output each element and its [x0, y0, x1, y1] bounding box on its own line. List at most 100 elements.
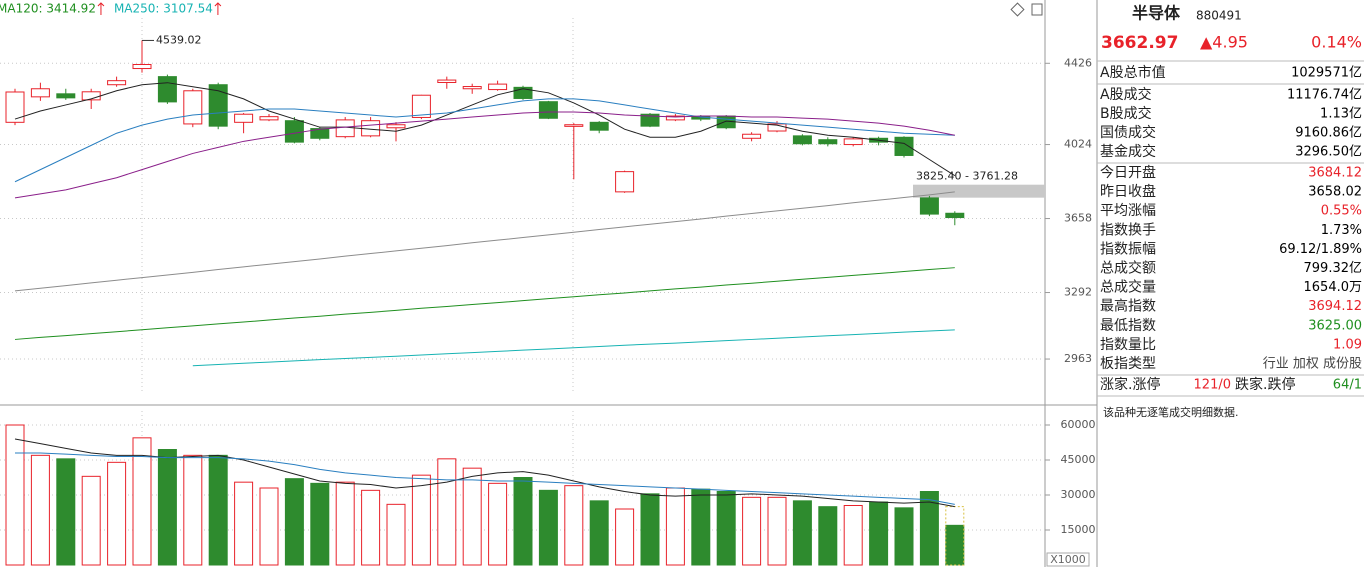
y-tick-label: 3658: [1064, 212, 1092, 225]
note: 该品种无逐笔成交明细数据.: [1103, 405, 1239, 419]
row-label: 平均涨幅: [1100, 203, 1156, 219]
unit-box: [1046, 552, 1090, 567]
y-tick-label: 30000: [1061, 488, 1096, 501]
volume-bar: [30, 454, 50, 566]
volume-bar: [234, 481, 254, 566]
row-value: 799.32亿: [1304, 261, 1363, 276]
row-value: 0.55%: [1321, 204, 1362, 219]
candle-body: [818, 139, 838, 145]
high-label: 4539.02: [156, 33, 202, 46]
row-value: 69.12/1.89%: [1279, 242, 1362, 257]
candle-body: [462, 86, 482, 90]
row-label: 指数换手: [1100, 221, 1156, 238]
volume-bar: [894, 507, 914, 566]
row-label: 今日开盘: [1100, 164, 1156, 181]
y-tick-label: 60000: [1061, 418, 1096, 431]
volume-bar: [335, 481, 355, 566]
candle-body: [589, 121, 609, 131]
y-tick-label: 45000: [1061, 453, 1096, 466]
icon-square[interactable]: [1031, 3, 1043, 16]
row-label: 最高指数: [1100, 298, 1156, 315]
candle-body: [437, 79, 457, 83]
gap-label: 3825.40 - 3761.28: [916, 170, 1018, 183]
volume-bar: [411, 474, 431, 566]
row-label: A股总市值: [1100, 64, 1166, 81]
candle-body: [5, 91, 25, 123]
row-label: 昨日收盘: [1100, 183, 1156, 200]
row-label: A股成交: [1100, 86, 1152, 103]
volume-bar: [691, 488, 711, 566]
icon-diamond[interactable]: [1010, 2, 1025, 17]
volume-bar: [107, 461, 127, 566]
row-value: 1.73%: [1321, 223, 1362, 238]
candle-body: [894, 136, 914, 156]
volume-bar: [5, 424, 25, 566]
volume-bar: [488, 482, 508, 566]
candle-body: [259, 116, 279, 121]
volume-bar: [792, 500, 812, 566]
ma-line: [14, 82, 956, 177]
breadth-up-label: 涨家.涨停: [1100, 376, 1160, 393]
change-pct: 0.14%: [1311, 33, 1362, 52]
candle-body: [183, 90, 203, 125]
volume-bar: [361, 489, 381, 566]
row-value: 3296.50亿: [1295, 145, 1362, 160]
row-label: 总成交量: [1100, 279, 1156, 296]
row-label: 指数量比: [1100, 337, 1156, 353]
candle-body: [640, 113, 660, 127]
candle-body: [411, 94, 431, 118]
volume-bar: [615, 508, 635, 566]
row-label: B股成交: [1100, 105, 1152, 122]
row-value: 9160.86亿: [1295, 126, 1362, 141]
ma-line: [192, 329, 955, 367]
candle-body: [310, 128, 330, 139]
change: ▲4.95: [1200, 33, 1248, 52]
volume-bar: [437, 458, 457, 566]
row-value: 行业 加权 成份股: [1263, 356, 1362, 372]
volume-unit: X1000: [1050, 553, 1086, 566]
volume-bar: [589, 500, 609, 566]
row-label: 最低指数: [1100, 318, 1156, 334]
volume-bar: [513, 477, 533, 566]
volume-bar: [259, 487, 279, 566]
ma-label: MA120: 3414.92: [0, 2, 96, 16]
ma-line: [14, 98, 955, 183]
panel-title: 半导体: [1132, 4, 1181, 23]
row-value: 3684.12: [1308, 166, 1362, 181]
candle-body: [284, 120, 304, 143]
candle-body: [157, 76, 177, 103]
volume-bar: [284, 478, 304, 566]
candle-body: [919, 197, 939, 215]
volume-ma-line: [15, 452, 955, 505]
row-label: 总成交额: [1100, 260, 1156, 277]
volume-bar: [56, 458, 76, 566]
panel-code: 880491: [1196, 9, 1242, 23]
volume-bar: [767, 496, 787, 566]
row-value: 1654.0万: [1304, 280, 1363, 295]
volume-bar: [665, 487, 685, 566]
candle-body: [843, 138, 863, 146]
row-label: 指数振幅: [1100, 241, 1156, 257]
breadth-up-value: 121/0: [1194, 378, 1231, 393]
volume-bar: [742, 496, 762, 566]
ma-label: MA250: 3107.54: [114, 2, 213, 16]
volume-bar: [132, 437, 152, 566]
candle-body: [945, 212, 965, 219]
candle-body: [208, 84, 228, 127]
breadth-down-label: 跌家.跌停: [1235, 376, 1295, 393]
row-label: 基金成交: [1100, 143, 1156, 160]
candle-body: [107, 80, 127, 86]
row-value: 1.09: [1333, 337, 1362, 352]
price: 3662.97: [1101, 33, 1178, 53]
y-tick-label: 15000: [1061, 523, 1096, 536]
volume-bar: [919, 491, 939, 566]
volume-bar: [716, 491, 736, 566]
y-tick-label: 2963: [1064, 352, 1092, 365]
candle-body: [742, 133, 762, 139]
candle-body: [538, 101, 558, 119]
candle-body: [513, 86, 533, 99]
candle-body: [665, 115, 685, 121]
y-tick-label: 4024: [1064, 138, 1092, 151]
